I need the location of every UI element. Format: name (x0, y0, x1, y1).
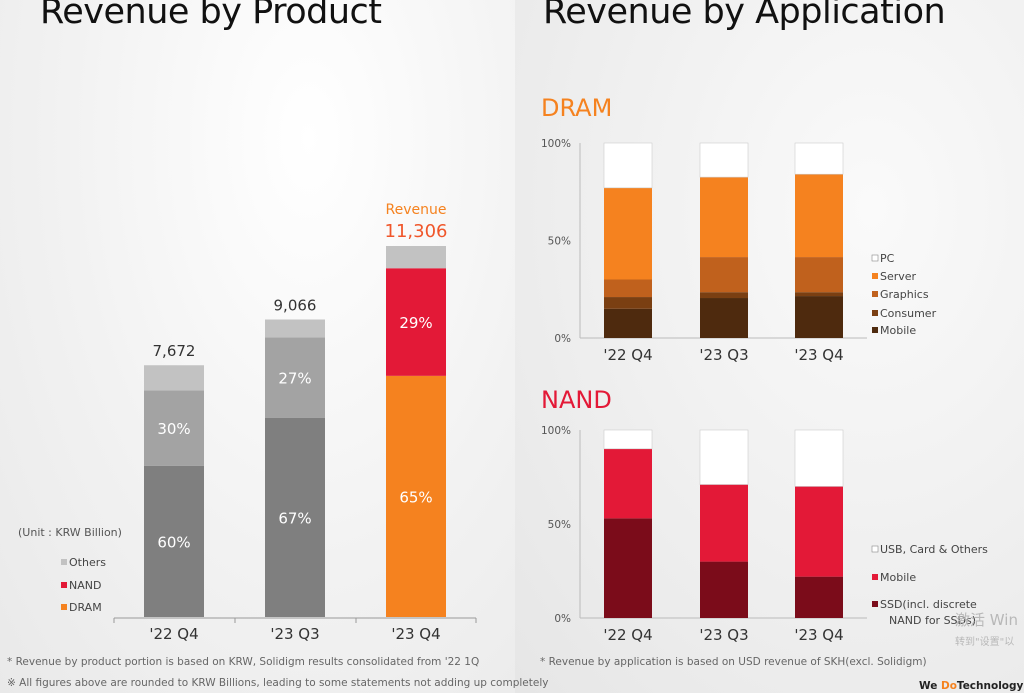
y-tick-label: 100% (541, 425, 571, 437)
product-chart: 60% 30% '22 Q4 7,672 67% 27% '23 Q3 9,066 65% 29%… (61, 202, 477, 643)
page-title-product: Revenue by Product (40, 0, 382, 32)
x-tick-label: '23 Q4 (391, 625, 440, 643)
legend-swatch-others (61, 559, 67, 565)
legend-label: Mobile (880, 324, 916, 337)
bar-segment-others (265, 319, 325, 338)
nand-chart: NAND 0% 50% 100% '22 Q4 '23 Q3 '23 Q4 USB, Card… (541, 386, 988, 644)
bar-segment (794, 142, 844, 175)
x-tick-label: '23 Q3 (270, 625, 319, 643)
legend-label: PC (880, 252, 895, 265)
legend-label: Graphics (880, 288, 929, 301)
activation-watermark: 激活 Win (955, 611, 1018, 629)
x-tick-label: '23 Q4 (794, 346, 843, 364)
legend-swatch (872, 574, 878, 580)
bar-segment-nand (386, 268, 446, 376)
bar-segment (795, 576, 843, 618)
activation-watermark-sub: 转到"设置"以 (955, 635, 1014, 648)
bar-percent-label: 29% (399, 314, 432, 332)
chart-title-nand: NAND (541, 386, 612, 414)
bar-segment (795, 486, 843, 577)
revenue-caption: Revenue (386, 202, 447, 218)
footnote-rounding: ※ All figures above are rounded to KRW B… (7, 677, 548, 689)
legend-swatch-dram (61, 604, 67, 610)
x-tick-label: '23 Q4 (794, 626, 843, 644)
brand-logo: We DoTechnology (919, 680, 1024, 692)
bar-segment (700, 292, 748, 299)
legend-swatch (872, 310, 878, 316)
page-title-application: Revenue by Application (543, 0, 946, 32)
bar-percent-label: 67% (278, 509, 311, 527)
bar-segment (604, 279, 652, 298)
legend-swatch (872, 291, 878, 297)
bar-segment (700, 257, 748, 293)
legend-label: Consumer (880, 307, 937, 320)
bar-segment (603, 429, 653, 450)
legend-label: Server (880, 270, 917, 283)
bar-segment (700, 561, 748, 618)
bar-percent-label: 27% (278, 370, 311, 388)
bar-percent-label: 30% (157, 420, 190, 438)
bar-segment-dram (144, 465, 204, 617)
bar-segment (603, 142, 653, 189)
x-tick-label: '22 Q4 (603, 346, 652, 364)
bar-segment (700, 484, 748, 562)
dram-chart: DRAM 0% 50% 100% '22 Q4 '23 Q3 '23 Q4 PC Server G… (541, 94, 937, 364)
bar-segment (700, 298, 748, 338)
bar-segment (699, 142, 749, 178)
bar-segment (604, 297, 652, 309)
bar-segment-dram (386, 375, 446, 617)
bar-segment (700, 177, 748, 258)
y-tick-label: 0% (554, 333, 571, 345)
bar-segment-others (144, 365, 204, 391)
bar-segment (604, 518, 652, 618)
legend-label: SSD(incl. discrete (880, 598, 977, 611)
legend-swatch (871, 254, 879, 262)
bar-segment-nand (144, 390, 204, 466)
chart-title-dram: DRAM (541, 94, 612, 122)
bar-total-label: 9,066 (274, 297, 317, 315)
x-tick-label: '23 Q3 (699, 346, 748, 364)
x-tick-label: '23 Q3 (699, 626, 748, 644)
bar-segment (604, 308, 652, 338)
bar-total-label: 7,672 (153, 342, 196, 360)
legend-swatch (872, 327, 878, 333)
legend-swatch (872, 601, 878, 607)
bar-segment (604, 187, 652, 280)
y-tick-label: 100% (541, 138, 571, 150)
y-tick-label: 50% (548, 519, 571, 531)
bar-segment (794, 429, 844, 487)
bar-percent-label: 60% (157, 533, 190, 551)
y-tick-label: 50% (548, 236, 571, 248)
legend-label: NAND for SSDs) (889, 614, 976, 627)
legend-label-dram: DRAM (69, 601, 102, 614)
bar-segment (699, 429, 749, 485)
footnote-application: * Revenue by application is based on USD… (540, 656, 927, 668)
y-tick-label: 0% (554, 613, 571, 625)
x-tick-label: '22 Q4 (149, 625, 198, 643)
bar-segment (795, 292, 843, 297)
bar-total-label: 11,306 (385, 221, 448, 242)
bar-segment-nand (265, 337, 325, 418)
bar-segment (604, 448, 652, 519)
bar-segment (795, 174, 843, 258)
bar-segment-others (386, 246, 446, 269)
revenue-by-application-panel: Revenue by Application (515, 0, 1024, 693)
x-tick-label: '22 Q4 (603, 626, 652, 644)
legend-label-nand: NAND (69, 579, 101, 592)
legend-label-others: Others (69, 556, 106, 569)
bar-percent-label: 65% (399, 488, 432, 506)
legend-label: USB, Card & Others (880, 543, 988, 556)
bar-segment-dram (265, 417, 325, 617)
legend-label: Mobile (880, 571, 916, 584)
legend-swatch (871, 545, 879, 553)
legend-swatch (872, 273, 878, 279)
legend-swatch-nand (61, 582, 67, 588)
footnote-product: * Revenue by product portion is based on… (7, 656, 479, 668)
bar-segment (795, 296, 843, 338)
unit-note: (Unit : KRW Billion) (18, 526, 122, 539)
bar-segment (795, 257, 843, 293)
